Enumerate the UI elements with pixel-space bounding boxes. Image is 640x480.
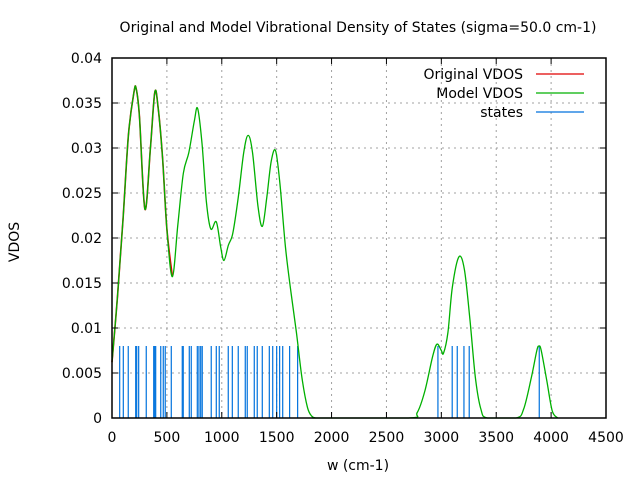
x-tick-label: 2000	[314, 430, 350, 446]
x-tick-label: 3000	[424, 430, 460, 446]
series-layer	[111, 85, 559, 419]
y-tick-label: 0.035	[62, 96, 102, 112]
x-tick-label: 4500	[588, 430, 624, 446]
y-tick-label: 0.025	[62, 186, 102, 202]
series-model-vdos-line	[111, 85, 559, 419]
legend: Original VDOS Model VDOS states	[424, 67, 584, 121]
legend-label-model-vdos: Model VDOS	[436, 86, 523, 102]
x-tick-label: 3500	[478, 430, 514, 446]
series-states	[119, 346, 540, 418]
x-axis-label: w (cm-1)	[327, 458, 389, 474]
axis-ticks: 0 500 1000 1500 2000 2500 3000 3500 4000 4500 0 0.0…	[62, 51, 624, 446]
x-tick-label: 1500	[259, 430, 295, 446]
chart-title: Original and Model Vibrational Density o…	[120, 20, 597, 36]
grid-lines	[112, 58, 606, 418]
legend-label-original-vdos: Original VDOS	[424, 67, 524, 83]
x-tick-label: 1000	[204, 430, 240, 446]
x-tick-label: 0	[108, 430, 117, 446]
y-tick-label: 0.005	[62, 366, 102, 382]
y-axis-label: VDOS	[7, 222, 23, 262]
y-tick-label: 0.04	[71, 51, 102, 67]
x-tick-label: 500	[154, 430, 181, 446]
y-tick-label: 0.02	[71, 231, 102, 247]
x-tick-label: 4000	[533, 430, 569, 446]
y-tick-label: 0.015	[62, 276, 102, 292]
y-tick-label: 0.01	[71, 321, 102, 337]
legend-label-states: states	[480, 105, 523, 121]
y-tick-label: 0.03	[71, 141, 102, 157]
x-tick-label: 2500	[369, 430, 405, 446]
series-original-vdos-line	[111, 85, 174, 363]
y-tick-label: 0	[93, 411, 102, 427]
